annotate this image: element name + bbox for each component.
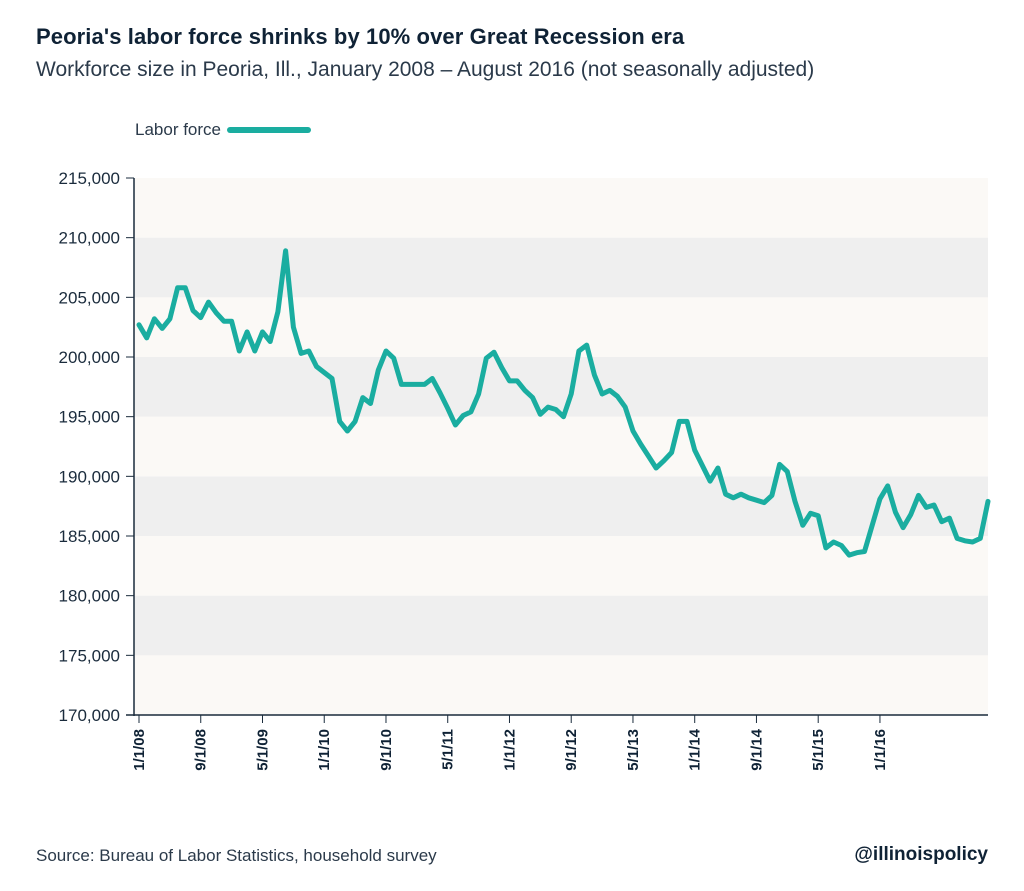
x-tick-label: 9/1/14 <box>748 728 765 770</box>
y-tick-label: 195,000 <box>59 408 120 427</box>
source-note: Source: Bureau of Labor Statistics, hous… <box>36 846 437 865</box>
grid-band <box>134 237 988 298</box>
legend-swatch <box>227 127 311 133</box>
x-tick-label: 5/1/13 <box>625 729 642 771</box>
grid-band <box>134 178 988 238</box>
grid-band <box>134 536 988 596</box>
grid-band <box>134 595 988 656</box>
x-tick-label: 1/1/14 <box>687 728 704 770</box>
x-tick-label: 9/1/12 <box>563 729 580 771</box>
x-tick-label: 5/1/11 <box>440 729 457 770</box>
y-tick-label: 180,000 <box>59 587 120 606</box>
y-tick-label: 200,000 <box>59 348 120 367</box>
series-line-labor-force <box>136 248 991 558</box>
x-tick-label: 1/1/10 <box>316 729 333 771</box>
grid-band <box>134 416 988 477</box>
chart-subtitle: Workforce size in Peoria, Ill., January … <box>36 58 815 81</box>
legend-label: Labor force <box>135 120 221 139</box>
x-tick-label: 1/1/16 <box>872 729 889 771</box>
legend: Labor force <box>135 120 311 140</box>
grid-band <box>134 476 988 536</box>
x-tick-label: 5/1/09 <box>254 729 271 771</box>
y-tick-label: 185,000 <box>59 527 120 546</box>
chart-title: Peoria's labor force shrinks by 10% over… <box>36 24 685 49</box>
y-tick-label: 205,000 <box>59 288 120 307</box>
grid-band <box>134 297 988 357</box>
x-tick-label: 1/1/08 <box>131 729 148 771</box>
y-tick-label: 210,000 <box>59 229 120 248</box>
x-tick-label: 1/1/12 <box>501 729 518 771</box>
y-tick-label: 175,000 <box>59 646 120 665</box>
x-tick-label: 9/1/08 <box>193 729 210 771</box>
y-tick-label: 215,000 <box>59 169 120 188</box>
grid-band <box>134 655 988 715</box>
y-tick-label: 170,000 <box>59 706 120 725</box>
x-tick-label: 5/1/15 <box>810 729 827 771</box>
x-tick-label: 9/1/10 <box>378 729 395 771</box>
y-tick-label: 190,000 <box>59 467 120 486</box>
grid-band <box>134 357 988 417</box>
brand-handle: @illinoispolicy <box>854 844 988 865</box>
